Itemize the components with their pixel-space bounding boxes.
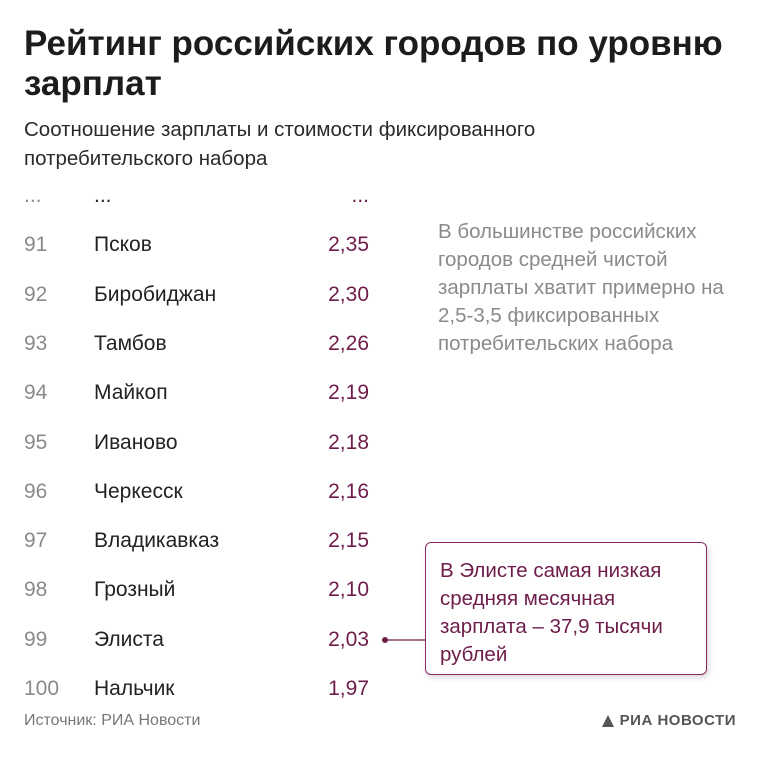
city-cell: Владикавказ <box>94 529 220 552</box>
table-row: 95 Иваново 2,18 <box>0 428 400 458</box>
city-cell: Биробиджан <box>94 283 217 306</box>
rank-cell: 96 <box>24 480 48 503</box>
city-cell: Майкоп <box>94 381 168 404</box>
rank-cell: ... <box>24 184 42 207</box>
side-note: В большинстве российских городов средней… <box>438 220 724 355</box>
ria-logo: РИА НОВОСТИ <box>601 712 736 729</box>
page-title: Рейтинг российских городов по уровню зар… <box>24 24 723 103</box>
value-cell: 1,97 <box>328 677 369 700</box>
rank-cell: 100 <box>24 677 60 700</box>
value-cell: 2,19 <box>328 381 369 404</box>
rank-cell: 93 <box>24 332 48 355</box>
value-cell: 2,35 <box>328 233 369 256</box>
logo-text: РИА НОВОСТИ <box>619 712 736 729</box>
table-row: 98 Грозный 2,10 <box>0 575 400 605</box>
city-cell: Иваново <box>94 431 178 454</box>
rank-cell: 97 <box>24 529 48 552</box>
value-cell: 2,10 <box>328 578 369 601</box>
table-row: 99 Элиста 2,03 <box>0 625 400 655</box>
city-cell: Нальчик <box>94 677 175 700</box>
value-cell: 2,26 <box>328 332 369 355</box>
rank-cell: 94 <box>24 381 48 404</box>
table-row: 100 Нальчик 1,97 <box>0 674 400 704</box>
value-cell: 2,30 <box>328 283 369 306</box>
value-cell: 2,03 <box>328 628 369 651</box>
city-cell: Псков <box>94 233 152 256</box>
ellipsis-row: ......... <box>0 181 400 211</box>
table-row: 93 Тамбов 2,26 <box>0 329 400 359</box>
city-cell: ... <box>94 184 112 207</box>
city-cell: Черкесск <box>94 480 183 503</box>
rank-cell: 91 <box>24 233 48 256</box>
value-cell: ... <box>351 184 369 207</box>
ria-logo-icon <box>601 714 614 727</box>
rank-cell: 92 <box>24 283 48 306</box>
rank-cell: 95 <box>24 431 48 454</box>
table-row: 97 Владикавказ 2,15 <box>0 526 400 556</box>
page-subtitle: Соотношение зарплаты и стоимости фиксиро… <box>24 118 536 170</box>
rank-cell: 99 <box>24 628 48 651</box>
table-row: 91 Псков 2,35 <box>0 230 400 260</box>
table-row: 92 Биробиджан 2,30 <box>0 280 400 310</box>
source-text: Источник: РИА Новости <box>24 712 201 729</box>
callout-box: В Элисте самая низкая средняя месячная з… <box>425 542 707 675</box>
value-cell: 2,15 <box>328 529 369 552</box>
table-row: 96 Черкесск 2,16 <box>0 477 400 507</box>
city-cell: Грозный <box>94 578 176 601</box>
table-row: 94 Майкоп 2,19 <box>0 378 400 408</box>
value-cell: 2,16 <box>328 480 369 503</box>
city-cell: Элиста <box>94 628 164 651</box>
rank-cell: 98 <box>24 578 48 601</box>
value-cell: 2,18 <box>328 431 369 454</box>
city-cell: Тамбов <box>94 332 167 355</box>
